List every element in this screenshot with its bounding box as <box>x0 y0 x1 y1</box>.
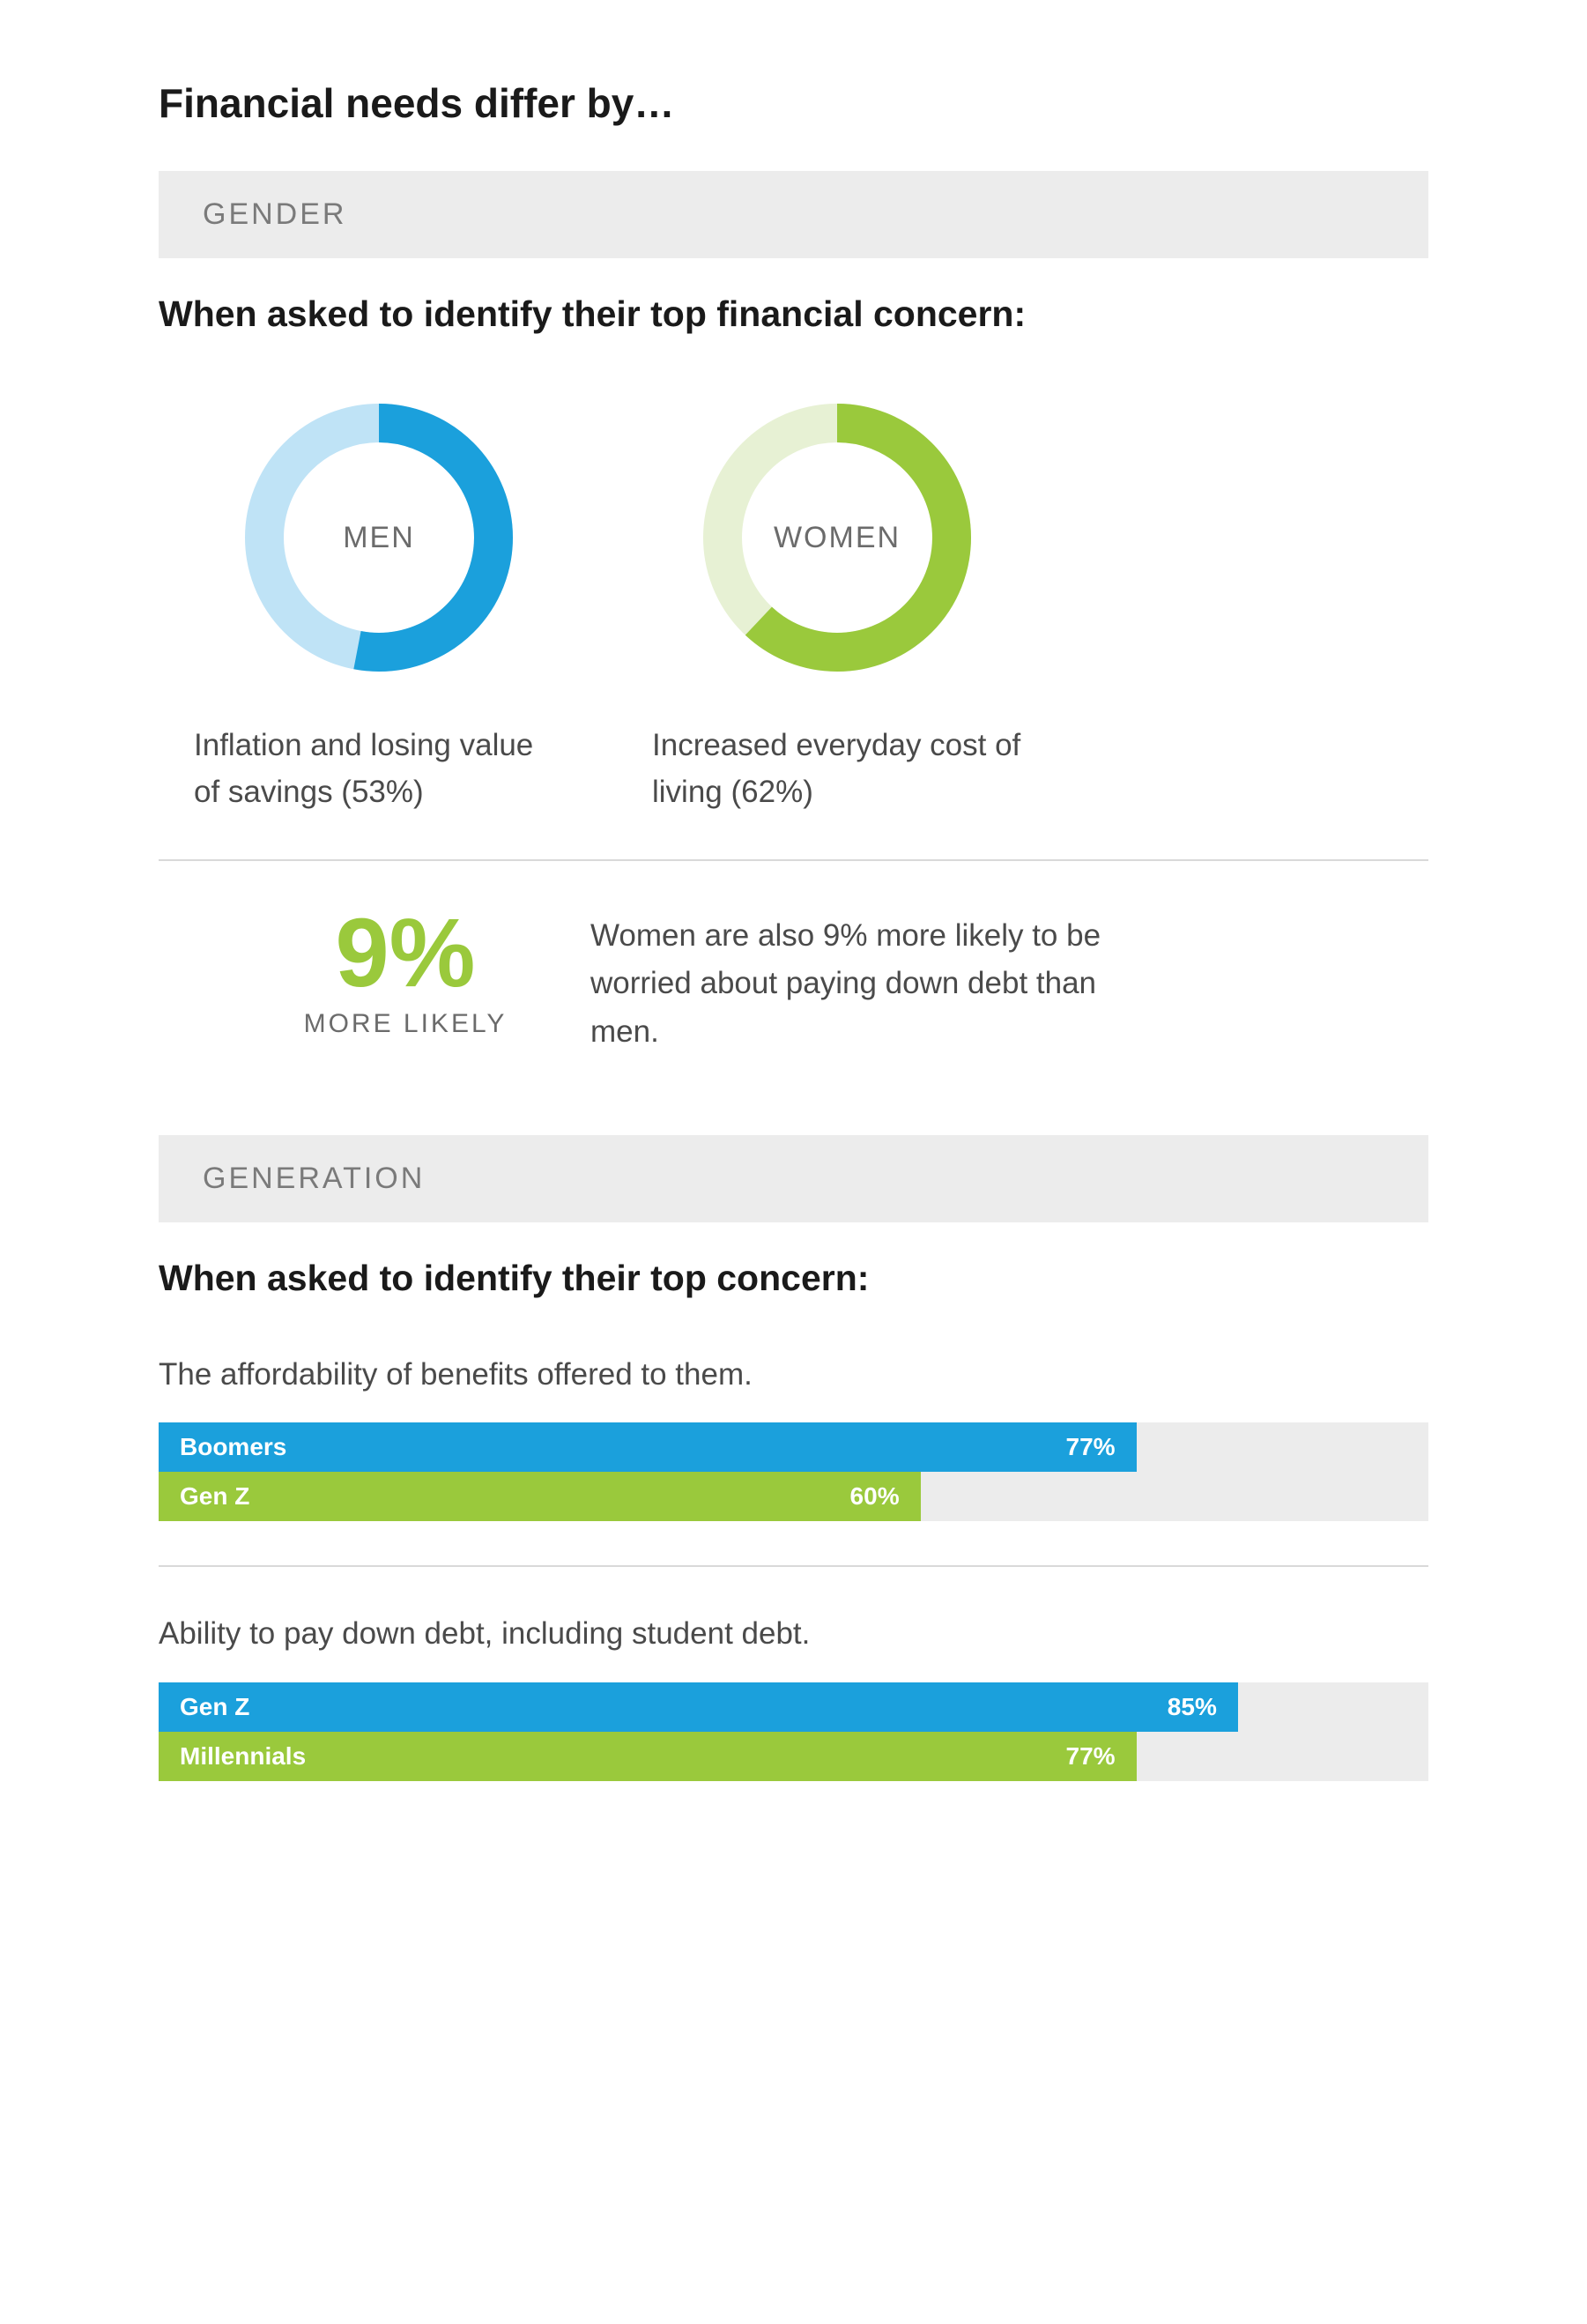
divider <box>159 1565 1428 1567</box>
chart-intro: The affordability of benefits offered to… <box>159 1352 1428 1399</box>
bar-label: Gen Z <box>180 1482 249 1511</box>
bar: Gen Z 60% <box>159 1472 921 1521</box>
bar-value: 60% <box>850 1482 900 1511</box>
bar-value: 77% <box>1066 1433 1116 1461</box>
chart-intro: Ability to pay down debt, including stud… <box>159 1611 1428 1658</box>
bar-chart: Gen Z 85% Millennials 77% <box>159 1682 1428 1781</box>
bar-value: 85% <box>1168 1693 1217 1721</box>
stat-text: Women are also 9% more likely to be worr… <box>590 905 1137 1056</box>
stat-big: 9% MORE LIKELY <box>282 905 529 1039</box>
bar-label: Boomers <box>180 1433 286 1461</box>
donut-caption-women: Increased everyday cost of living (62%) <box>652 723 1022 815</box>
donut-caption-men: Inflation and losing value of savings (5… <box>194 723 564 815</box>
generation-subheading: When asked to identify their top concern… <box>159 1258 1428 1299</box>
donut-chart-women: WOMEN <box>687 388 987 687</box>
bar-label: Millennials <box>180 1742 306 1771</box>
bar: Gen Z 85% <box>159 1682 1238 1732</box>
page-title: Financial needs differ by… <box>159 79 1428 127</box>
section-label-generation: GENERATION <box>159 1135 1428 1222</box>
bar: Boomers 77% <box>159 1422 1137 1472</box>
donut-chart-men: MEN <box>229 388 529 687</box>
bar-value: 77% <box>1066 1742 1116 1771</box>
donut-center-label: WOMEN <box>687 388 987 687</box>
gender-stat-row: 9% MORE LIKELY Women are also 9% more li… <box>159 905 1428 1056</box>
donut-block-women: WOMEN Increased everyday cost of living … <box>652 388 1022 815</box>
bar-chart: Boomers 77% Gen Z 60% <box>159 1422 1428 1521</box>
generation-chart-2: Ability to pay down debt, including stud… <box>159 1611 1428 1781</box>
donut-center-label: MEN <box>229 388 529 687</box>
bar-label: Gen Z <box>180 1693 249 1721</box>
bar: Millennials 77% <box>159 1732 1137 1781</box>
stat-label: MORE LIKELY <box>282 1009 529 1039</box>
donut-row: MEN Inflation and losing value of saving… <box>159 388 1428 815</box>
gender-subheading: When asked to identify their top financi… <box>159 293 1428 335</box>
donut-block-men: MEN Inflation and losing value of saving… <box>194 388 564 815</box>
divider <box>159 859 1428 861</box>
generation-chart-1: The affordability of benefits offered to… <box>159 1352 1428 1522</box>
stat-value: 9% <box>282 905 529 1002</box>
section-label-gender: GENDER <box>159 171 1428 258</box>
